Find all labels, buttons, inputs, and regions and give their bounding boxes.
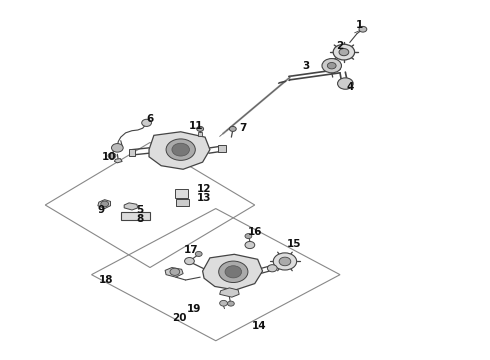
Text: 3: 3 <box>302 61 310 71</box>
Text: 2: 2 <box>336 41 343 51</box>
Circle shape <box>268 265 277 272</box>
Polygon shape <box>149 132 210 169</box>
Text: 6: 6 <box>147 114 154 124</box>
Text: 10: 10 <box>101 152 116 162</box>
Text: 18: 18 <box>99 275 113 285</box>
Polygon shape <box>115 158 122 163</box>
Circle shape <box>273 253 296 270</box>
Polygon shape <box>124 203 138 210</box>
Text: 11: 11 <box>189 121 203 131</box>
Circle shape <box>227 301 234 306</box>
Text: 12: 12 <box>196 184 211 194</box>
Bar <box>175 189 189 198</box>
Circle shape <box>279 257 291 266</box>
Text: 7: 7 <box>239 123 246 133</box>
Circle shape <box>339 49 349 56</box>
Bar <box>198 132 202 136</box>
Circle shape <box>112 144 123 152</box>
Text: 17: 17 <box>184 245 199 255</box>
Circle shape <box>322 59 342 73</box>
Circle shape <box>172 143 190 156</box>
Circle shape <box>220 300 227 306</box>
Text: 19: 19 <box>187 303 201 314</box>
Circle shape <box>327 63 336 69</box>
Circle shape <box>359 26 367 32</box>
Circle shape <box>245 234 252 239</box>
Circle shape <box>108 153 116 158</box>
Bar <box>176 199 189 206</box>
Bar <box>121 212 150 220</box>
Polygon shape <box>202 254 263 290</box>
Circle shape <box>245 242 255 249</box>
Bar <box>219 145 226 153</box>
Text: 5: 5 <box>137 205 144 215</box>
Circle shape <box>170 268 180 275</box>
Polygon shape <box>98 200 111 208</box>
Circle shape <box>142 119 151 126</box>
Circle shape <box>101 201 109 207</box>
Circle shape <box>333 44 355 60</box>
Text: 14: 14 <box>252 321 267 332</box>
Text: 16: 16 <box>247 227 262 237</box>
Circle shape <box>197 126 203 131</box>
Text: 13: 13 <box>196 193 211 203</box>
Text: 20: 20 <box>172 312 187 323</box>
Text: 8: 8 <box>137 214 144 224</box>
Circle shape <box>196 251 202 256</box>
Circle shape <box>185 257 195 265</box>
Text: 4: 4 <box>346 82 353 92</box>
Text: 15: 15 <box>287 239 301 249</box>
Polygon shape <box>165 267 183 277</box>
Text: 9: 9 <box>98 205 105 215</box>
Polygon shape <box>220 288 239 297</box>
Circle shape <box>166 139 196 160</box>
Bar <box>129 149 135 156</box>
Polygon shape <box>278 81 287 84</box>
Circle shape <box>225 266 242 278</box>
Circle shape <box>229 126 236 131</box>
Circle shape <box>219 261 248 283</box>
Text: 1: 1 <box>356 19 363 30</box>
Circle shape <box>338 78 353 89</box>
